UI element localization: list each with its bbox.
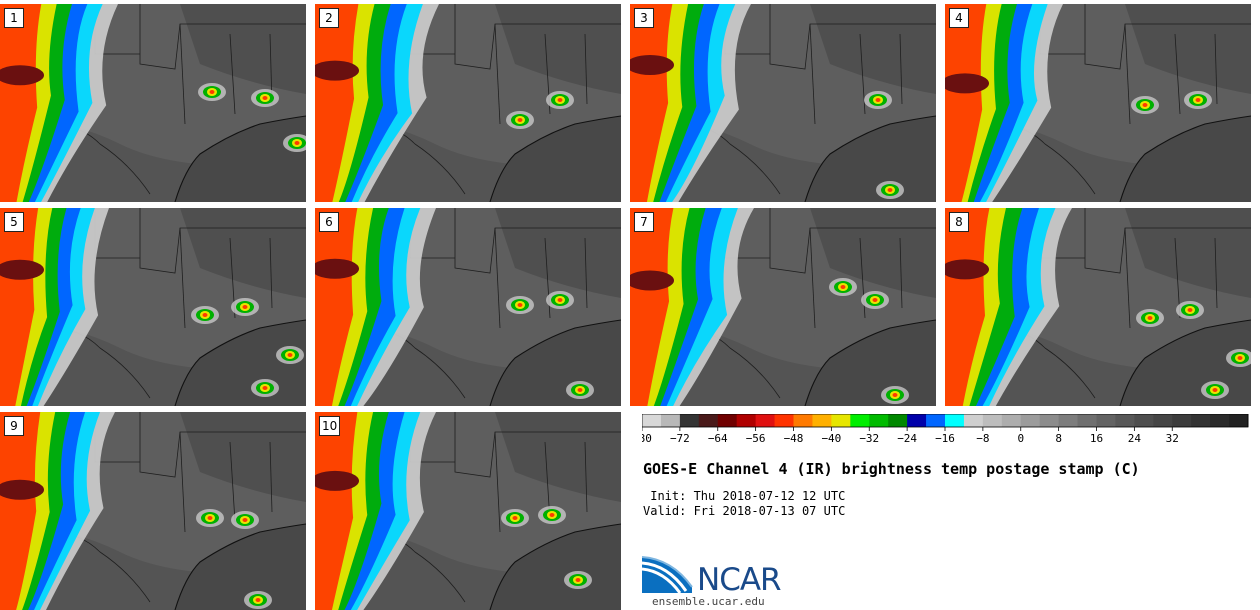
colorbar-tick-label: −16 — [935, 432, 955, 445]
colorbar-swatch — [812, 414, 832, 427]
panel-number: 2 — [319, 8, 339, 28]
colorbar-swatch — [869, 414, 889, 427]
colorbar-swatch — [945, 414, 965, 427]
ensemble-url: ensemble.ucar.edu — [652, 595, 765, 608]
colorbar-swatch — [755, 414, 776, 427]
colorbar-tick-label: −32 — [859, 432, 879, 445]
panel-number: 5 — [4, 212, 24, 232]
colorbar-swatch — [831, 414, 851, 427]
panel-3: 3 — [630, 4, 936, 202]
colorbar-swatch — [1077, 414, 1097, 427]
colorbar-swatch — [660, 414, 681, 427]
ncar-logo-icon — [642, 556, 693, 594]
colorbar-tick-label: −40 — [821, 432, 841, 445]
colorbar-swatch — [907, 414, 927, 427]
panel-7: 7 — [630, 208, 936, 406]
panel-6: 6 — [315, 208, 621, 406]
colorbar-swatch — [679, 414, 700, 427]
colorbar-swatch — [850, 414, 870, 427]
colorbar-swatch — [1039, 414, 1060, 427]
panel-8: 8 — [945, 208, 1251, 406]
colorbar-tick-label: −48 — [784, 432, 804, 445]
colorbar-tick-label: 32 — [1166, 432, 1179, 445]
colorbar-tick-label: −72 — [670, 432, 690, 445]
panel-1: 1 — [0, 4, 306, 202]
chart-title: GOES-E Channel 4 (IR) brightness temp po… — [643, 460, 1140, 478]
colorbar-swatch — [982, 414, 1003, 427]
panel-number: 1 — [4, 8, 24, 28]
colorbar-swatch — [963, 414, 984, 427]
colorbar-tick-label: 16 — [1090, 432, 1103, 445]
colorbar-swatch — [1172, 414, 1192, 427]
colorbar-swatch — [736, 414, 757, 427]
panel-2: 2 — [315, 4, 621, 202]
colorbar-swatch — [1020, 414, 1041, 427]
panel-number: 8 — [949, 212, 969, 232]
panel-number: 9 — [4, 416, 24, 436]
panel-number: 4 — [949, 8, 969, 28]
colorbar-swatch — [1134, 414, 1154, 427]
panel-5: 5 — [0, 208, 306, 406]
colorbar-tick-label: 24 — [1128, 432, 1142, 445]
panel-number: 10 — [319, 416, 341, 436]
panel-number: 6 — [319, 212, 339, 232]
panel-number: 7 — [634, 212, 654, 232]
colorbar-swatch — [1115, 414, 1135, 427]
colorbar-tick-label: 0 — [1017, 432, 1024, 445]
colorbar-swatch — [793, 414, 813, 427]
colorbar-swatch — [717, 414, 738, 427]
colorbar-swatch — [642, 414, 662, 427]
colorbar-swatch — [1058, 414, 1079, 427]
panel-number: 3 — [634, 8, 654, 28]
colorbar-tick-label: −80 — [642, 432, 652, 445]
colorbar-swatch — [1210, 414, 1230, 427]
colorbar-swatch — [926, 414, 946, 427]
colorbar-swatch — [1096, 414, 1116, 427]
colorbar-tick-label: −56 — [746, 432, 766, 445]
panel-9: 9 — [0, 412, 306, 610]
colorbar-tick-label: −24 — [897, 432, 917, 445]
valid-time: Valid: Fri 2018-07-13 07 UTC — [643, 504, 846, 518]
panel-4: 4 — [945, 4, 1251, 202]
colorbar-swatch — [1229, 414, 1249, 427]
ncar-logo-text: NCAR — [697, 562, 782, 598]
colorbar-tick-label: −8 — [976, 432, 989, 445]
colorbar-swatch — [1001, 414, 1022, 427]
colorbar-tick-label: −64 — [708, 432, 728, 445]
colorbar-swatch — [698, 414, 719, 427]
colorbar-tick-label: 8 — [1055, 432, 1062, 445]
colorbar-swatch — [1153, 414, 1173, 427]
colorbar-swatch — [1191, 414, 1211, 427]
colorbar-swatch — [774, 414, 794, 427]
colorbar-swatch — [888, 414, 908, 427]
panel-10: 10 — [315, 412, 621, 610]
init-time: Init: Thu 2018-07-12 12 UTC — [643, 489, 846, 503]
